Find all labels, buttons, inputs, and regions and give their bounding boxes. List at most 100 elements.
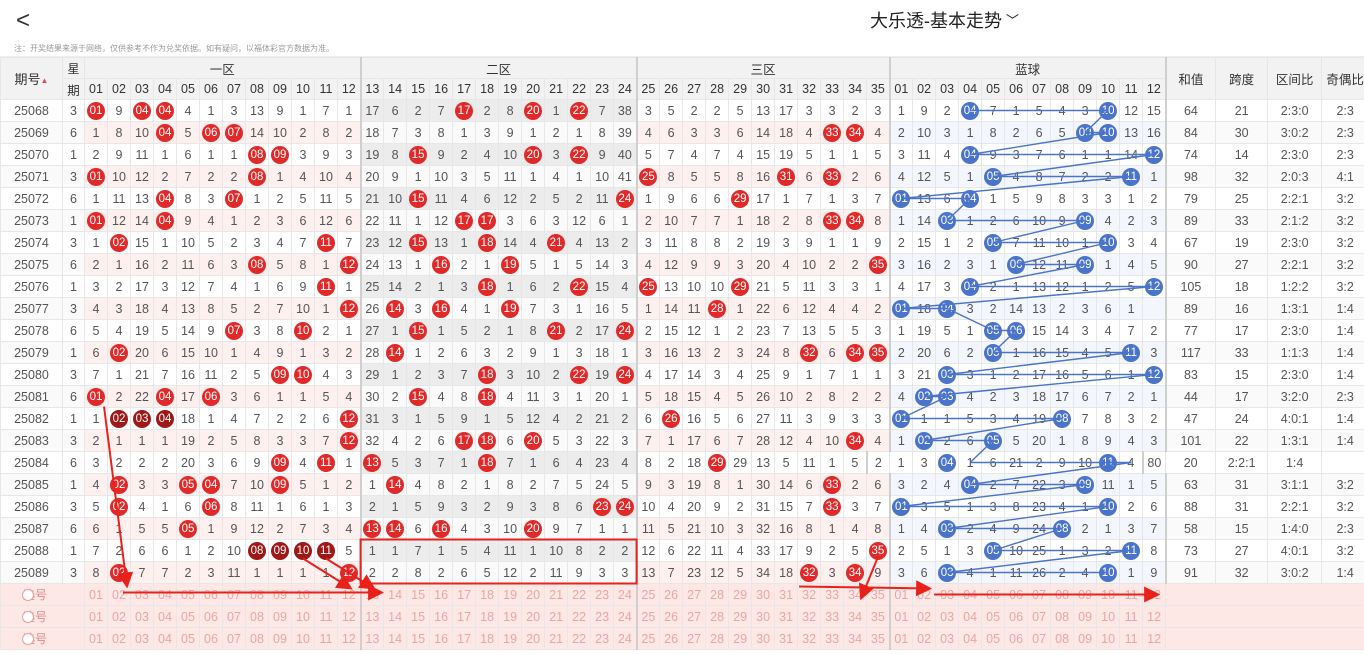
pick-blue-number[interactable]: 12	[1142, 583, 1167, 606]
pick-red-number[interactable]: 14	[383, 627, 408, 650]
pick-red-number[interactable]: 22	[567, 605, 592, 628]
pick-red-number[interactable]: 29	[728, 605, 753, 628]
pick-red-number[interactable]: 04	[153, 605, 177, 628]
pick-red-number[interactable]: 15	[406, 605, 431, 628]
pick-red-number[interactable]: 27	[682, 583, 707, 606]
pick-red-number[interactable]: 12	[336, 627, 362, 650]
pick-red-number[interactable]: 01	[84, 605, 108, 628]
pick-blue-number[interactable]: 07	[1027, 583, 1052, 606]
pick-red-number[interactable]: 09	[268, 627, 292, 650]
pick-red-number[interactable]: 05	[176, 583, 200, 606]
back-arrow-icon[interactable]: <	[15, 7, 30, 34]
pick-red-number[interactable]: 34	[843, 583, 868, 606]
pick-red-number[interactable]: 23	[590, 627, 615, 650]
pick-red-number[interactable]: 18	[475, 583, 500, 606]
pick-red-number[interactable]: 20	[521, 605, 546, 628]
pick-blue-number[interactable]: 05	[981, 627, 1006, 650]
pick-red-number[interactable]: 16	[429, 605, 454, 628]
pick-blue-number[interactable]: 01	[888, 605, 914, 628]
pick-red-number[interactable]: 25	[635, 627, 661, 650]
pick-red-number[interactable]: 05	[176, 627, 200, 650]
pick-red-number[interactable]: 24	[613, 583, 638, 606]
pick-red-number[interactable]: 25	[635, 605, 661, 628]
pick-blue-number[interactable]: 07	[1027, 627, 1052, 650]
pick-red-number[interactable]: 12	[336, 605, 362, 628]
pick-blue-number[interactable]: 06	[1004, 627, 1029, 650]
pick-red-number[interactable]: 02	[107, 605, 131, 628]
pick-red-number[interactable]: 26	[659, 627, 684, 650]
pick-red-number[interactable]: 30	[751, 627, 776, 650]
pick-red-number[interactable]: 33	[820, 583, 845, 606]
pick-red-number[interactable]: 28	[705, 627, 730, 650]
pick-red-number[interactable]: 08	[245, 627, 269, 650]
pick-blue-number[interactable]: 01	[888, 627, 914, 650]
pick-red-number[interactable]: 31	[774, 605, 799, 628]
pick-red-number[interactable]: 07	[222, 605, 246, 628]
pick-red-number[interactable]: 31	[774, 583, 799, 606]
pick-red-number[interactable]: 20	[521, 627, 546, 650]
pick-red-number[interactable]: 09	[268, 583, 292, 606]
pick-red-number[interactable]: 09	[268, 605, 292, 628]
pick-blue-number[interactable]: 04	[958, 583, 983, 606]
pick-select-button[interactable]: 选号	[0, 605, 85, 628]
pick-red-number[interactable]: 35	[866, 583, 891, 606]
pick-red-number[interactable]: 13	[359, 627, 385, 650]
pick-blue-number[interactable]: 09	[1073, 605, 1098, 628]
pick-select-button[interactable]: 选号	[0, 583, 85, 606]
pick-red-number[interactable]: 33	[820, 627, 845, 650]
pick-select-button[interactable]: 选号	[0, 627, 85, 650]
pick-blue-number[interactable]: 06	[1004, 583, 1029, 606]
pick-red-number[interactable]: 18	[475, 605, 500, 628]
pick-red-number[interactable]: 17	[452, 627, 477, 650]
pick-red-number[interactable]: 08	[245, 583, 269, 606]
pick-red-number[interactable]: 32	[797, 627, 822, 650]
pick-red-number[interactable]: 20	[521, 583, 546, 606]
pick-red-number[interactable]: 01	[84, 583, 108, 606]
pick-red-number[interactable]: 29	[728, 627, 753, 650]
pick-red-number[interactable]: 24	[613, 627, 638, 650]
pick-row[interactable]: 选号 01 02 03 04 05 06 07 08 09 10 11 12 13 14 15 16 17 18 19…	[0, 605, 1364, 628]
pick-blue-number[interactable]: 11	[1119, 627, 1144, 650]
pick-blue-number[interactable]: 12	[1142, 627, 1167, 650]
pick-blue-number[interactable]: 03	[935, 583, 960, 606]
pick-red-number[interactable]: 27	[682, 627, 707, 650]
pick-blue-number[interactable]: 07	[1027, 605, 1052, 628]
pick-red-number[interactable]: 30	[751, 583, 776, 606]
pick-blue-number[interactable]: 03	[935, 605, 960, 628]
pick-red-number[interactable]: 21	[544, 583, 569, 606]
pick-blue-number[interactable]: 10	[1096, 627, 1121, 650]
pick-red-number[interactable]: 31	[774, 627, 799, 650]
pick-red-number[interactable]: 15	[406, 583, 431, 606]
pick-blue-number[interactable]: 09	[1073, 583, 1098, 606]
pick-blue-number[interactable]: 04	[958, 605, 983, 628]
pick-blue-number[interactable]: 06	[1004, 605, 1029, 628]
pick-blue-number[interactable]: 02	[912, 583, 937, 606]
pick-red-number[interactable]: 06	[199, 627, 223, 650]
pick-red-number[interactable]: 02	[107, 583, 131, 606]
sort-icon[interactable]: ▲	[40, 76, 49, 85]
pick-red-number[interactable]: 23	[590, 605, 615, 628]
pick-red-number[interactable]: 03	[130, 605, 154, 628]
pick-red-number[interactable]: 33	[820, 605, 845, 628]
pick-red-number[interactable]: 02	[107, 627, 131, 650]
pick-row[interactable]: 选号 01 02 03 04 05 06 07 08 09 10 11 12 13 14 15 16 17 18 19…	[0, 583, 1364, 606]
pick-red-number[interactable]: 19	[498, 605, 523, 628]
pick-red-number[interactable]: 12	[336, 583, 362, 606]
pick-red-number[interactable]: 32	[797, 605, 822, 628]
pick-red-number[interactable]: 16	[429, 627, 454, 650]
pick-blue-number[interactable]: 02	[912, 627, 937, 650]
pick-red-number[interactable]: 29	[728, 583, 753, 606]
pick-red-number[interactable]: 28	[705, 605, 730, 628]
pick-red-number[interactable]: 10	[291, 583, 315, 606]
pick-red-number[interactable]: 10	[291, 627, 315, 650]
pick-red-number[interactable]: 21	[544, 627, 569, 650]
pick-red-number[interactable]: 26	[659, 583, 684, 606]
pick-blue-number[interactable]: 02	[912, 605, 937, 628]
pick-blue-number[interactable]: 03	[935, 627, 960, 650]
pick-blue-number[interactable]: 08	[1050, 583, 1075, 606]
pick-red-number[interactable]: 30	[751, 605, 776, 628]
pick-red-number[interactable]: 17	[452, 605, 477, 628]
pick-red-number[interactable]: 24	[613, 605, 638, 628]
pick-row[interactable]: 选号 01 02 03 04 05 06 07 08 09 10 11 12 13 14 15 16 17 18 19…	[0, 627, 1364, 650]
pick-red-number[interactable]: 23	[590, 583, 615, 606]
